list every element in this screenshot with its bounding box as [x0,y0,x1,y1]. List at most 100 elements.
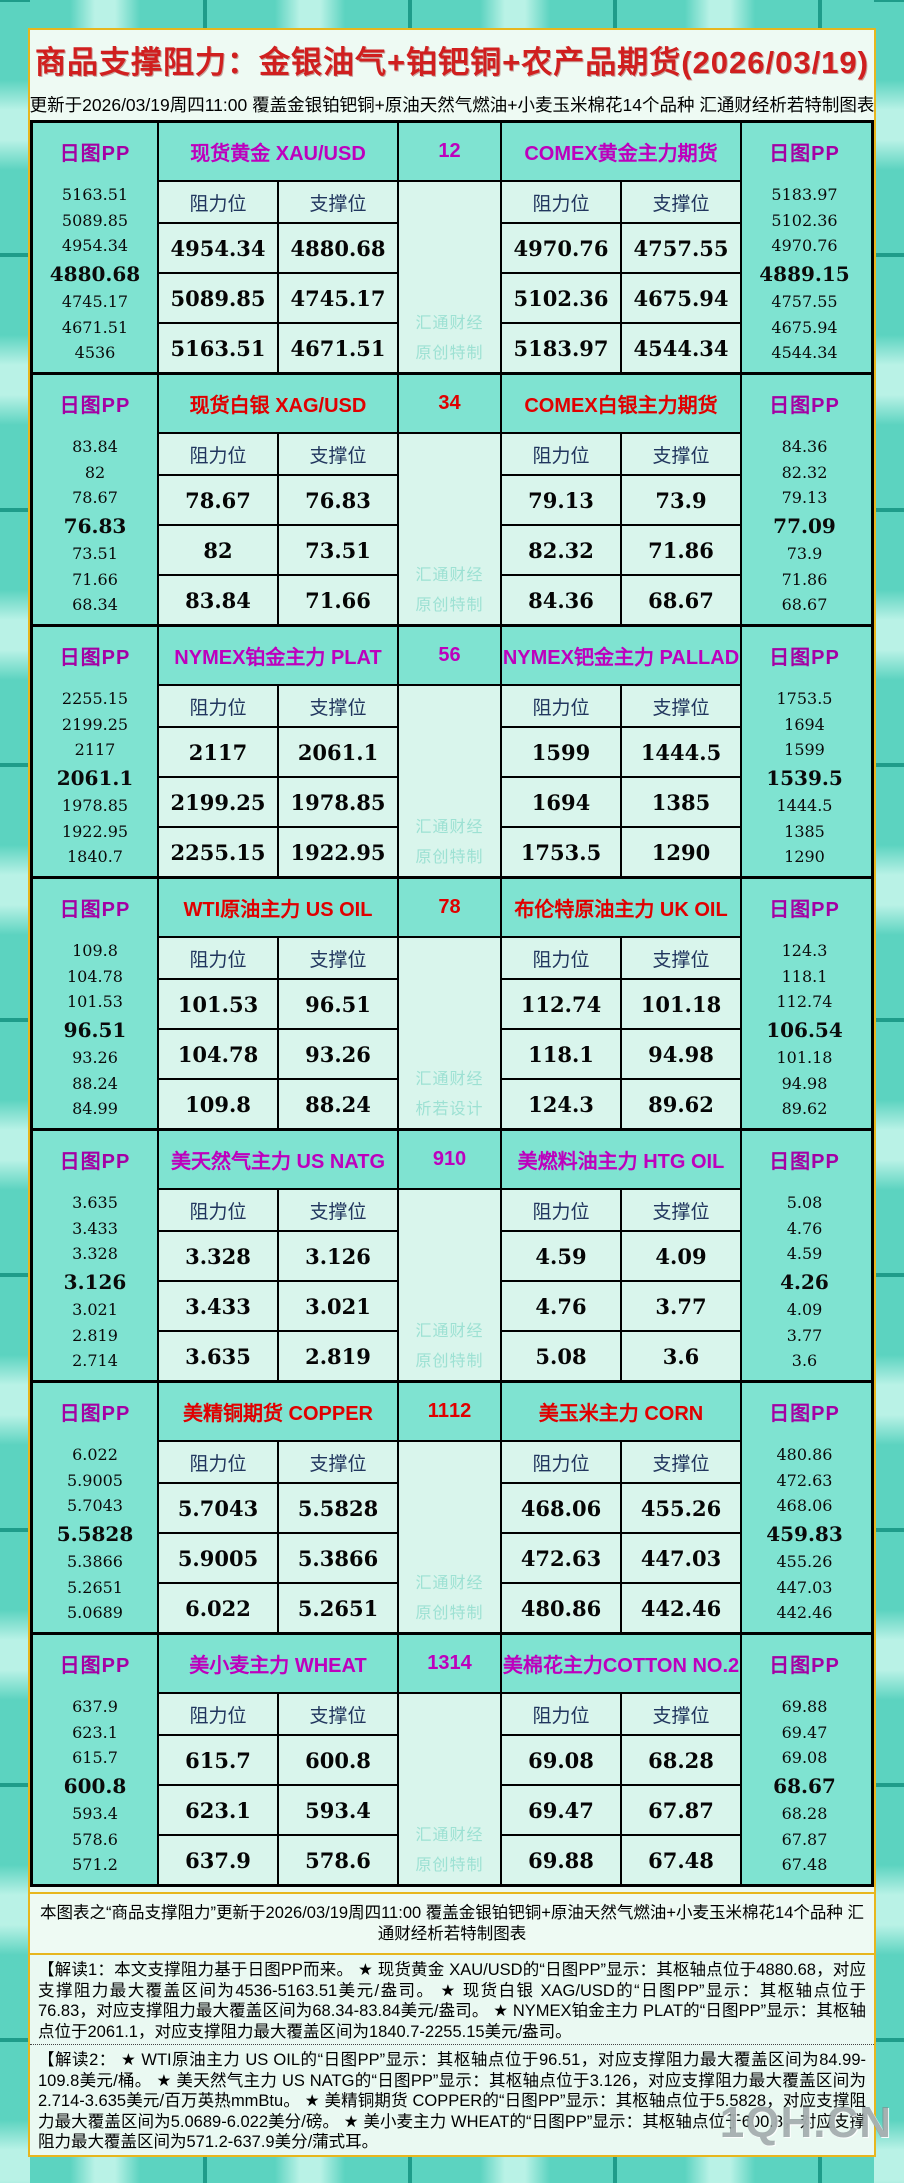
pp-level-value: 6.022 [72,1445,118,1465]
support-value: 68.28 [648,1747,714,1773]
resistance-value: 69.08 [502,1736,622,1785]
pp-level-value: 5.3866 [67,1551,123,1571]
instrument-title: 美燃料油主力 HTG OIL [517,1151,725,1174]
table-row: 4.76 3.77 [502,1282,740,1333]
pane-numbers: 3 4 [399,375,500,432]
pp-header: 日图PP [59,1403,131,1426]
pp-level-value: 1290 [784,847,825,867]
support-value: 1978.85 [290,789,386,815]
pane-number-right: 14 [449,1652,472,1675]
pp-level-value: 3.77 [786,1325,823,1345]
pane-number-column: 3 4 汇通财经 原创特制 [399,375,500,625]
pp-level-value: 73.9 [786,543,823,563]
pp-column-l: 日图PP 83.84 82 78.67 76.83 73.51 71.66 68.34 [33,375,157,624]
table-header-row: 阻力位 支撑位 [502,938,740,981]
watermark-line2: 原创特制 [415,597,484,615]
support-value: 442.46 [640,1595,722,1621]
instrument-title: WTI原油主力 US OIL [183,899,373,922]
pp-pivot-value: 4880.68 [49,262,141,287]
support-value: 1290 [651,839,711,865]
commodity-panel: 日图PP 5163.51 5089.85 4954.34 4880.68 4745.17… [30,120,874,373]
table-row: 4.59 4.09 [502,1232,740,1283]
pp-level-value: 101.18 [776,1047,833,1067]
support-value: 455.26 [640,1495,722,1521]
pane-number-left: 1 [438,140,450,163]
support-header: 支撑位 [652,193,710,215]
pp-level-value: 4.59 [786,1244,823,1264]
instrument-table: 现货黄金 XAU/USD 阻力位 支撑位 4954.34 4880.68 508… [157,123,399,373]
pp-level-value: 118.1 [781,966,828,986]
table-row: 82 73.51 [159,526,397,577]
pp-pivot-value: 5.5828 [56,1522,134,1547]
pp-level-value: 442.46 [776,1603,833,1623]
pane-number-column: 1 2 汇通财经 原创特制 [399,123,500,373]
resistance-value: 468.06 [502,1484,622,1533]
commodity-panel: 日图PP 637.9 623.1 615.7 600.8 593.4 578.6 571.2… [30,1632,874,1888]
pp-level-value: 1444.5 [776,795,833,815]
pp-level-value: 2255.15 [61,689,129,709]
instrument-table: 美天然气主力 US NATG 阻力位 支撑位 3.328 3.126 3.433… [157,1131,399,1381]
support-header: 支撑位 [309,697,367,719]
instrument-table: 美燃料油主力 HTG OIL 阻力位 支撑位 4.59 4.09 4.76 3.… [500,1131,742,1381]
instrument-table: COMEX白银主力期货 阻力位 支撑位 79.13 73.9 82.32 71.… [500,375,742,625]
pp-ladder: 6.022 5.9005 5.7043 5.5828 5.3866 5.2651 5.068… [33,1440,157,1632]
table-row: 69.47 67.87 [502,1786,740,1837]
support-value: 5.5828 [297,1495,379,1521]
pane-numbers: 5 6 [399,627,500,684]
levels-table: 阻力位 支撑位 3.328 3.126 3.433 3.021 3.635 2.… [159,1188,397,1381]
instrument-title: 美精铜期货 COPPER [182,1403,374,1426]
commodity-panel: 日图PP 6.022 5.9005 5.7043 5.5828 5.3866 5.2651… [30,1380,874,1633]
support-value: 88.24 [305,1091,371,1117]
support-header: 支撑位 [309,1705,367,1727]
table-header-row: 阻力位 支撑位 [159,182,397,225]
table-row: 5.08 3.6 [502,1332,740,1381]
pp-level-value: 1385 [784,821,825,841]
pp-column-l: 日图PP 2255.15 2199.25 2117 2061.1 1978.85 1922… [33,627,157,876]
levels-table: 阻力位 支撑位 615.7 600.8 623.1 593.4 637.9 57… [159,1692,397,1885]
levels-table: 阻力位 支撑位 79.13 73.9 82.32 71.86 84.36 68.… [502,432,740,625]
support-value: 2.819 [305,1343,371,1369]
support-header: 支撑位 [652,1201,710,1223]
pp-level-value: 89.62 [781,1099,828,1119]
pp-column-r: 日图PP 84.36 82.32 79.13 77.09 73.9 71.86 68.67 [742,375,867,624]
pane-numbers: 9 10 [399,1131,500,1188]
watermark-area: 汇通财经 原创特制 [399,1188,500,1381]
table-row: 5.9005 5.3866 [159,1534,397,1585]
support-value: 600.8 [305,1747,371,1773]
resistance-value: 101.53 [159,980,279,1029]
pp-ladder: 5.08 4.76 4.59 4.26 4.09 3.77 3.6 [742,1188,867,1380]
pp-level-value: 4671.51 [61,317,129,337]
table-row: 1753.5 1290 [502,828,740,877]
commodity-panel: 日图PP 109.8 104.78 101.53 96.51 93.26 88.24 84.… [30,876,874,1129]
table-row: 2117 2061.1 [159,728,397,779]
instrument-title: NYMEX铂金主力 PLAT [174,647,382,670]
table-header-row: 阻力位 支撑位 [502,1190,740,1233]
resistance-value: 79.13 [502,476,622,525]
pp-level-value: 69.47 [781,1722,828,1742]
resistance-header: 阻力位 [159,1442,279,1483]
pp-header: 日图PP [769,395,840,418]
instrument-table: 美棉花主力COTTON NO.2 阻力位 支撑位 69.08 68.28 69.… [500,1635,742,1885]
pp-header: 日图PP [769,1403,840,1426]
resistance-value: 1694 [502,778,622,827]
resistance-header: 阻力位 [502,434,622,475]
support-value: 3.126 [305,1243,371,1269]
pp-level-value: 623.1 [72,1722,118,1742]
pp-header: 日图PP [59,1655,131,1678]
resistance-value: 3.433 [159,1282,279,1331]
support-value: 71.66 [305,587,371,613]
pp-level-value: 1922.95 [61,821,129,841]
resistance-value: 104.78 [159,1030,279,1079]
resistance-value: 472.63 [502,1534,622,1583]
support-header: 支撑位 [652,445,710,467]
levels-table: 阻力位 支撑位 4954.34 4880.68 5089.85 4745.17 … [159,180,397,373]
watermark-line2: 原创特制 [415,1353,484,1371]
pp-level-value: 68.34 [72,595,118,615]
table-row: 78.67 76.83 [159,476,397,527]
pp-column-l: 日图PP 109.8 104.78 101.53 96.51 93.26 88.24 84.… [33,879,157,1128]
panels: 日图PP 5163.51 5089.85 4954.34 4880.68 4745.17… [30,120,874,1892]
pp-level-value: 3.021 [72,1299,118,1319]
support-value: 93.26 [305,1041,371,1067]
pp-level-value: 5163.51 [61,185,129,205]
site-watermark: 1QH.CN [719,2098,892,2147]
